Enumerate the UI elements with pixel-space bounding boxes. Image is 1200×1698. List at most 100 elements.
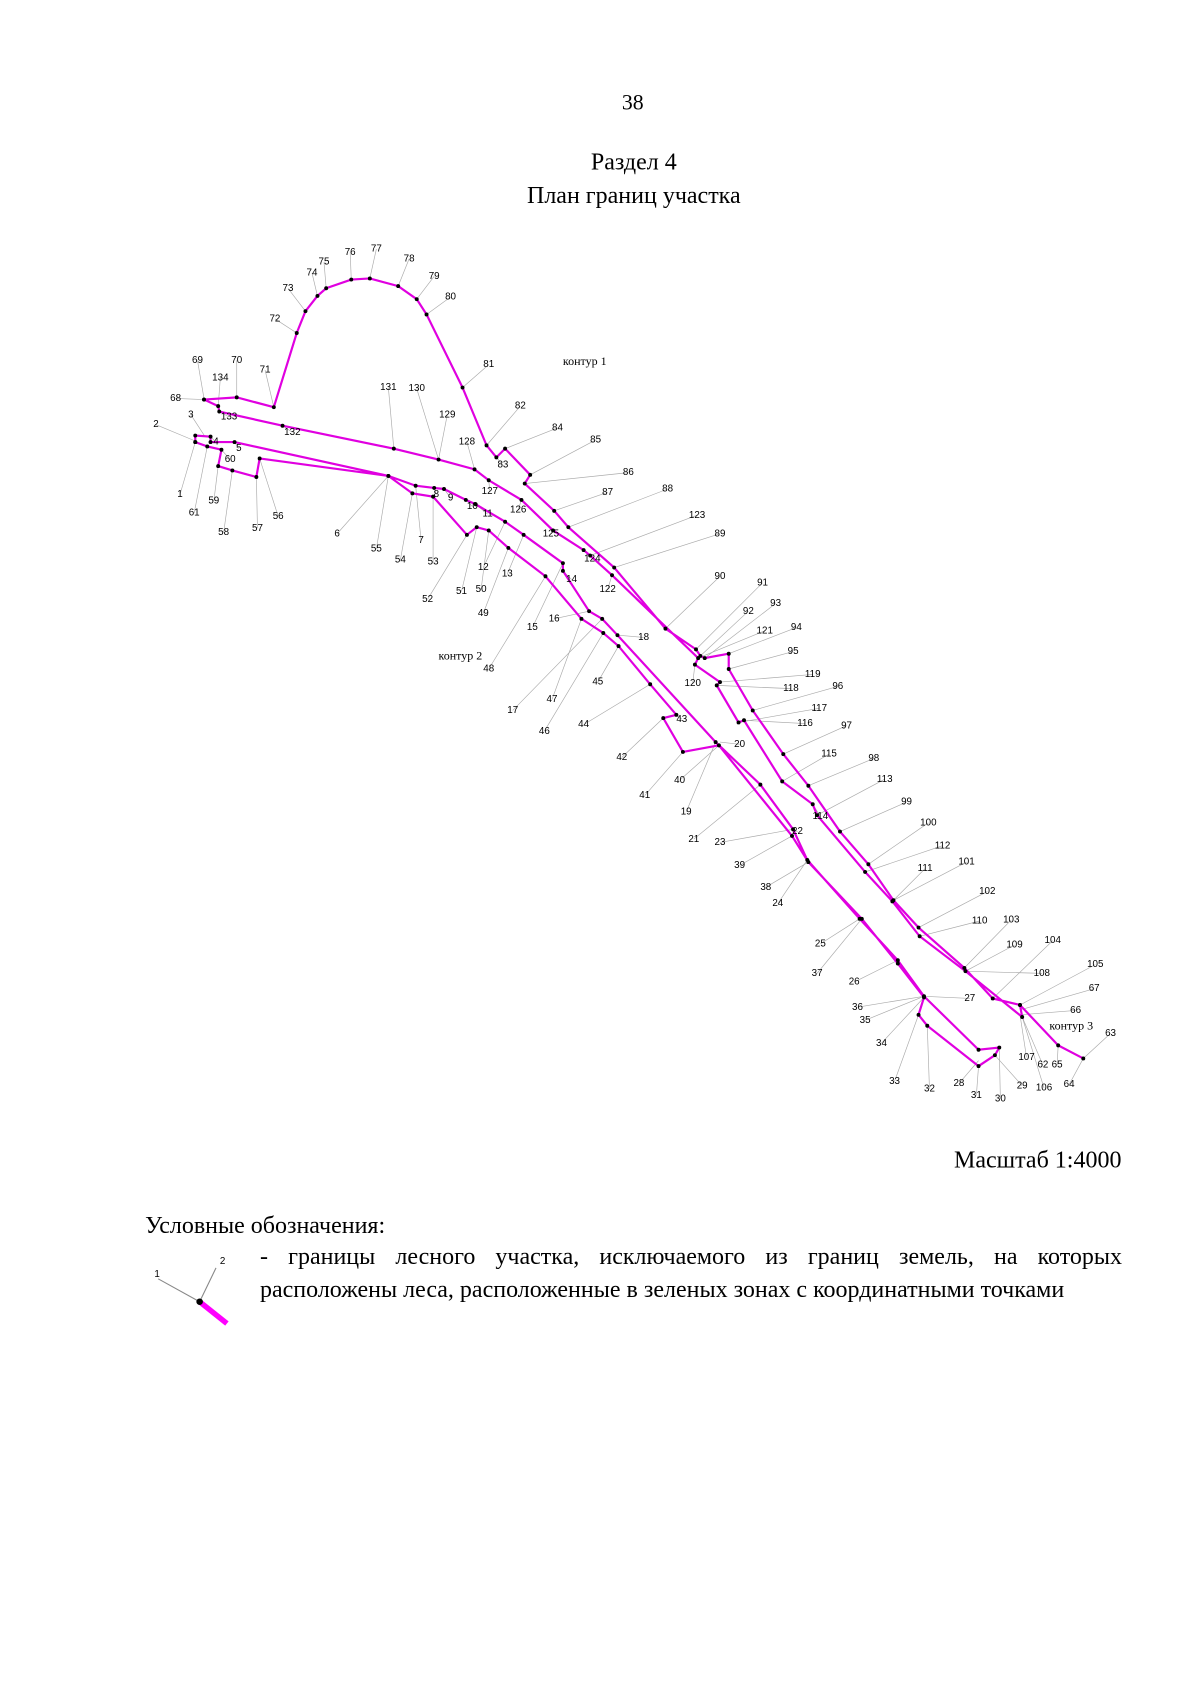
boundary-point [714, 683, 719, 688]
section-heading: Раздел 4 [591, 149, 677, 175]
boundary-point [506, 545, 511, 550]
point-label: 120 [685, 678, 702, 689]
boundary-point [324, 286, 329, 291]
point-label: 33 [889, 1076, 900, 1087]
point-label: 32 [924, 1084, 935, 1095]
boundary-point [925, 1023, 930, 1028]
point-label: 81 [483, 359, 494, 370]
point-label: 70 [231, 355, 242, 366]
boundary-point [962, 965, 967, 970]
point-label: 84 [552, 423, 563, 434]
point-label: 74 [307, 268, 318, 279]
boundary-point [758, 782, 763, 787]
point-label: 85 [590, 435, 601, 446]
point-label: 65 [1052, 1060, 1063, 1071]
leader-line [719, 829, 794, 843]
point-label: 37 [812, 968, 823, 979]
boundary-point [791, 827, 796, 832]
leader-line [416, 276, 435, 300]
legend-text: - границы лесного участка, исключаемого … [260, 1244, 1122, 1303]
leader-line [461, 527, 478, 592]
boundary-point [661, 716, 666, 721]
point-label: 7 [418, 535, 423, 546]
point-sample [196, 1298, 203, 1305]
icon-label: 1 [154, 1269, 159, 1280]
point-label: 22 [792, 826, 803, 837]
point-label: 13 [502, 569, 513, 580]
boundary-point [1020, 1015, 1025, 1019]
point-label: 73 [283, 283, 294, 294]
boundary-point [551, 528, 556, 533]
boundary-point [367, 276, 372, 281]
point-label: 128 [459, 437, 476, 448]
point-label: 105 [1087, 959, 1104, 970]
point-label: 79 [429, 271, 440, 282]
boundary-point [612, 565, 617, 570]
point-label: 100 [920, 817, 937, 828]
boundary-point [217, 409, 222, 414]
point-label: 2 [153, 419, 158, 430]
point-label: 88 [662, 484, 673, 495]
point-label: 1 [177, 489, 182, 500]
point-label: 124 [584, 553, 601, 564]
leader-line [923, 995, 970, 999]
leader-line [466, 442, 475, 470]
boundary-point [588, 553, 593, 558]
point-label: 6 [334, 528, 340, 539]
leader-line [480, 530, 490, 590]
leader-line [217, 377, 221, 407]
boundary-point [560, 561, 565, 566]
point-label: 55 [371, 544, 382, 555]
point-label: 125 [543, 528, 560, 539]
boundary-point [391, 446, 396, 451]
leader-line [716, 685, 791, 689]
boundary-point [587, 609, 592, 614]
point-label: 64 [1064, 1079, 1075, 1090]
boundary-point [600, 616, 605, 621]
boundary-point [413, 483, 418, 488]
leader-line [1068, 1058, 1084, 1085]
leader-line [698, 630, 765, 659]
point-label: 5 [236, 443, 242, 454]
leader-line [976, 1066, 979, 1096]
boundary-point [863, 869, 868, 874]
point-label: 121 [757, 625, 773, 636]
point-label: 47 [547, 694, 558, 705]
point-label: 89 [715, 528, 726, 539]
leader-line [752, 686, 838, 711]
point-label: 133 [221, 412, 238, 423]
point-label: 34 [876, 1038, 887, 1049]
boundary-point [464, 532, 469, 537]
boundary-point [410, 491, 415, 496]
point-label: 119 [805, 669, 821, 680]
point-label: 17 [507, 705, 518, 716]
point-label: 114 [813, 811, 829, 822]
boundary-point [474, 525, 479, 530]
point-label: 98 [868, 753, 879, 764]
leader-line [221, 449, 231, 460]
boundary-point [473, 502, 478, 507]
boundary-point [601, 631, 606, 635]
boundary-point [463, 497, 468, 502]
leader-line [918, 891, 988, 928]
boundary-point [742, 718, 746, 723]
boundary-line [194, 434, 1002, 1068]
point-label: 18 [638, 632, 649, 643]
point-label: 19 [681, 807, 692, 818]
point-label: 20 [734, 739, 745, 750]
point-label: 116 [797, 718, 813, 729]
point-label: 60 [225, 454, 236, 465]
leader-line [482, 521, 506, 568]
boundary-point [615, 633, 620, 638]
leader-line [311, 272, 318, 296]
scale-label: Масштаб 1:4000 [954, 1148, 1121, 1174]
point-label: 26 [849, 977, 860, 988]
leader-line [728, 627, 797, 655]
point-label: 111 [918, 863, 933, 874]
legend-icon: 1 2 [154, 1256, 229, 1326]
boundary-point [232, 440, 237, 445]
boundary-point [616, 644, 621, 649]
point-label: 78 [404, 253, 415, 264]
point-label: 63 [1105, 1028, 1116, 1039]
contour-label: контур 3 [1049, 1019, 1093, 1033]
